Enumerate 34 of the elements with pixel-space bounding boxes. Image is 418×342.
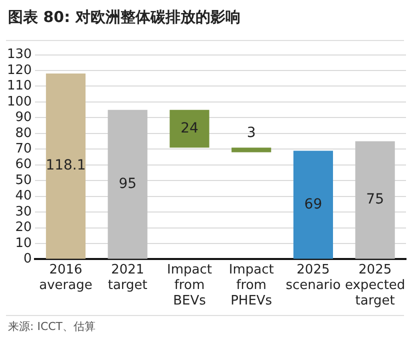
x-tick-label: 2025 expected target [344,262,406,309]
x-tick-label: Impact from PHEVs [228,262,274,309]
x-tick-label: Impact from BEVs [166,262,212,309]
y-tick-label: 70 [15,142,32,157]
chart-title: 图表 80: 对欧洲整体碳排放的影响 [8,8,240,27]
y-tick-label: 130 [6,47,32,62]
data-label: 24 [180,120,198,136]
y-tick-label: 90 [15,110,32,126]
y-tick-label: 60 [15,157,32,172]
y-tick-label: 20 [15,220,32,236]
bar [355,141,395,259]
data-label: 95 [118,176,137,192]
y-tick-label: 0 [24,252,32,267]
y-tick-label: 40 [15,188,32,204]
x-tick-label: 2025 scenario [286,262,341,293]
source-note: 来源: ICCT、估算 [8,319,96,334]
x-tick-label: 2016 average [39,262,92,293]
bar [232,148,272,152]
bar [46,74,86,259]
y-tick-label: 110 [6,78,32,94]
x-tick-label: 2021 target [108,262,148,293]
y-tick-label: 30 [15,204,32,220]
y-tick-label: 100 [6,94,32,110]
y-tick-label: 120 [6,62,32,78]
bar [170,110,210,148]
y-tick-label: 50 [15,172,32,188]
data-label: 69 [304,196,322,212]
data-label: 118.1 [46,158,86,174]
y-tick-label: 10 [15,236,32,251]
y-tick-label: 80 [15,126,32,141]
data-label: 3 [246,125,256,142]
data-label: 75 [366,192,384,208]
bar [108,110,148,259]
bar [293,150,333,259]
